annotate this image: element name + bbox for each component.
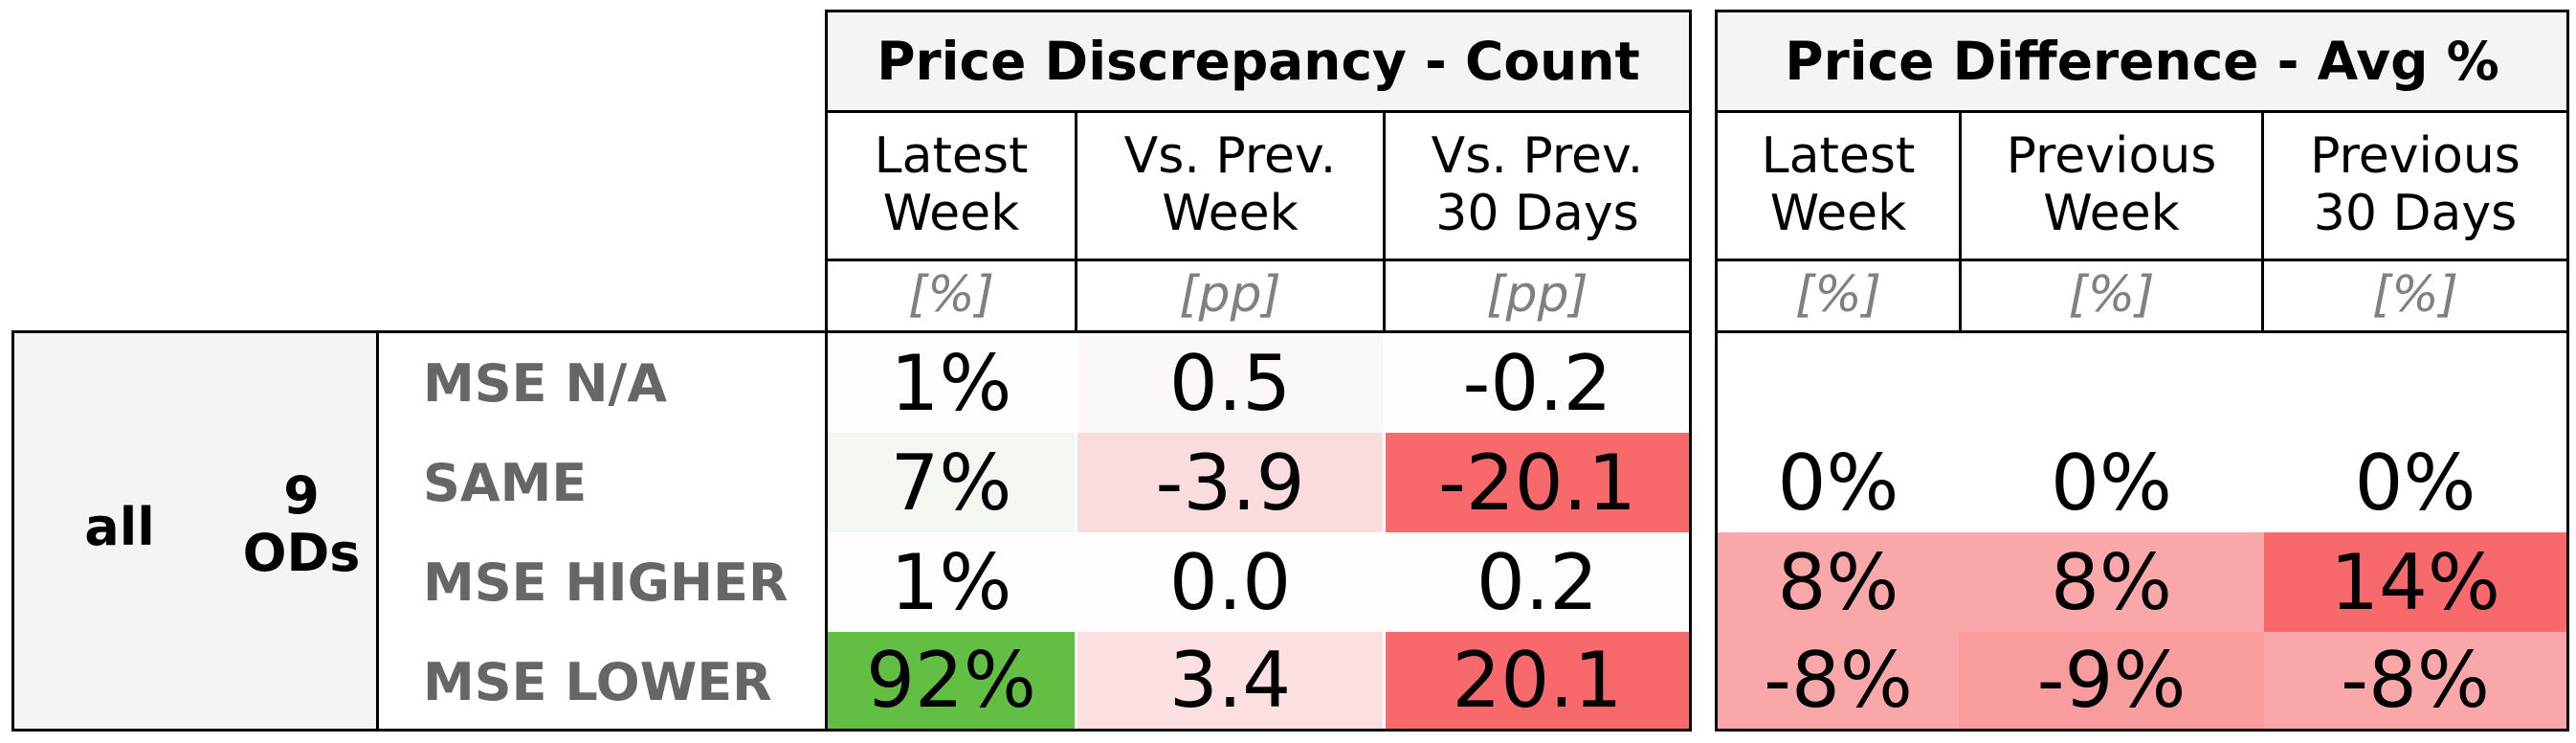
col-header-avg-previous-week: Previous Week xyxy=(1959,110,2264,261)
unit-count-vs-prev-30-days: [pp] xyxy=(1383,259,1692,333)
cell-same-avg-previous-week: 0% xyxy=(1959,433,2264,532)
count-group-right-border xyxy=(1689,330,1692,732)
group-header-avg: Price Difference - Avg % xyxy=(1715,10,2569,113)
stub-od-count-number: 9 xyxy=(283,465,320,526)
col-header-count-vs-prev-week: Vs. Prev. Week xyxy=(1075,110,1386,261)
row-label-mse-higher: MSE HIGHER xyxy=(423,552,788,613)
cell-mse-lower-count-vs-prev-week: 3.4 xyxy=(1077,632,1383,729)
cell-mse-higher-count-latest-week: 1% xyxy=(828,532,1075,632)
cell-same-count-vs-prev-30-days: -20.1 xyxy=(1386,433,1689,532)
cell-same-count-latest-week: 7% xyxy=(828,433,1075,532)
body-top-border-left xyxy=(11,330,1692,333)
cell-same-avg-previous-30-days: 0% xyxy=(2264,433,2566,532)
cell-same-count-vs-prev-week: -3.9 xyxy=(1077,433,1383,532)
cell-mse-higher-avg-latest-week: 8% xyxy=(1718,532,1959,632)
cell-mse-lower-count-vs-prev-30-days: 20.1 xyxy=(1386,632,1689,729)
cell-mse-na-count-vs-prev-week: 0.5 xyxy=(1077,333,1383,433)
row-label-same: SAME xyxy=(423,452,588,513)
cell-mse-na-count-latest-week: 1% xyxy=(828,333,1075,433)
cell-mse-higher-count-vs-prev-30-days: 0.2 xyxy=(1386,532,1689,632)
cell-mse-na-avg-previous-30-days xyxy=(2264,333,2566,433)
col-header-count-vs-prev-30-days: Vs. Prev. 30 Days xyxy=(1383,110,1692,261)
cell-mse-higher-avg-previous-week: 8% xyxy=(1959,532,2264,632)
col-header-count-latest-week: Latest Week xyxy=(825,110,1077,261)
cell-same-avg-latest-week: 0% xyxy=(1718,433,1959,532)
avg-group-left-border xyxy=(1715,330,1718,732)
row-label-mse-na: MSE N/A xyxy=(423,352,668,414)
cell-mse-lower-count-latest-week: 92% xyxy=(828,632,1075,729)
body-bottom-border-right xyxy=(1715,729,2569,732)
col-header-avg-previous-30-days: Previous 30 Days xyxy=(2261,110,2569,261)
cell-mse-na-avg-previous-week xyxy=(1959,333,2264,433)
col-header-avg-latest-week: Latest Week xyxy=(1715,110,1962,261)
row-label-mse-lower: MSE LOWER xyxy=(423,651,772,712)
unit-avg-previous-30-days: [%] xyxy=(2261,259,2569,333)
cell-mse-na-avg-latest-week xyxy=(1718,333,1959,433)
label-divider xyxy=(825,330,828,732)
unit-avg-latest-week: [%] xyxy=(1715,259,1962,333)
stub-od-count-unit: ODs xyxy=(242,523,361,583)
cell-mse-lower-avg-previous-week: -9% xyxy=(1959,632,2264,729)
body-left-border xyxy=(11,330,14,732)
group-header-count: Price Discrepancy - Count xyxy=(825,10,1692,113)
cell-mse-lower-avg-previous-30-days: -8% xyxy=(2264,632,2566,729)
cell-mse-higher-avg-previous-30-days: 14% xyxy=(2264,532,2566,632)
stub-od-count: 9 ODs xyxy=(230,467,373,582)
stub-background xyxy=(11,331,379,732)
cell-mse-na-count-vs-prev-30-days: -0.2 xyxy=(1386,333,1689,433)
stub-scope-label: all xyxy=(84,496,155,557)
cell-mse-lower-avg-latest-week: -8% xyxy=(1718,632,1959,729)
unit-count-latest-week: [%] xyxy=(825,259,1077,333)
unit-avg-previous-week: [%] xyxy=(1959,259,2264,333)
body-bottom-border-left xyxy=(11,729,1692,732)
avg-group-right-border xyxy=(2566,330,2569,732)
body-top-border-right xyxy=(1715,330,2569,333)
stub-divider xyxy=(376,330,379,732)
cell-mse-higher-count-vs-prev-week: 0.0 xyxy=(1077,532,1383,632)
unit-count-vs-prev-week: [pp] xyxy=(1075,259,1386,333)
